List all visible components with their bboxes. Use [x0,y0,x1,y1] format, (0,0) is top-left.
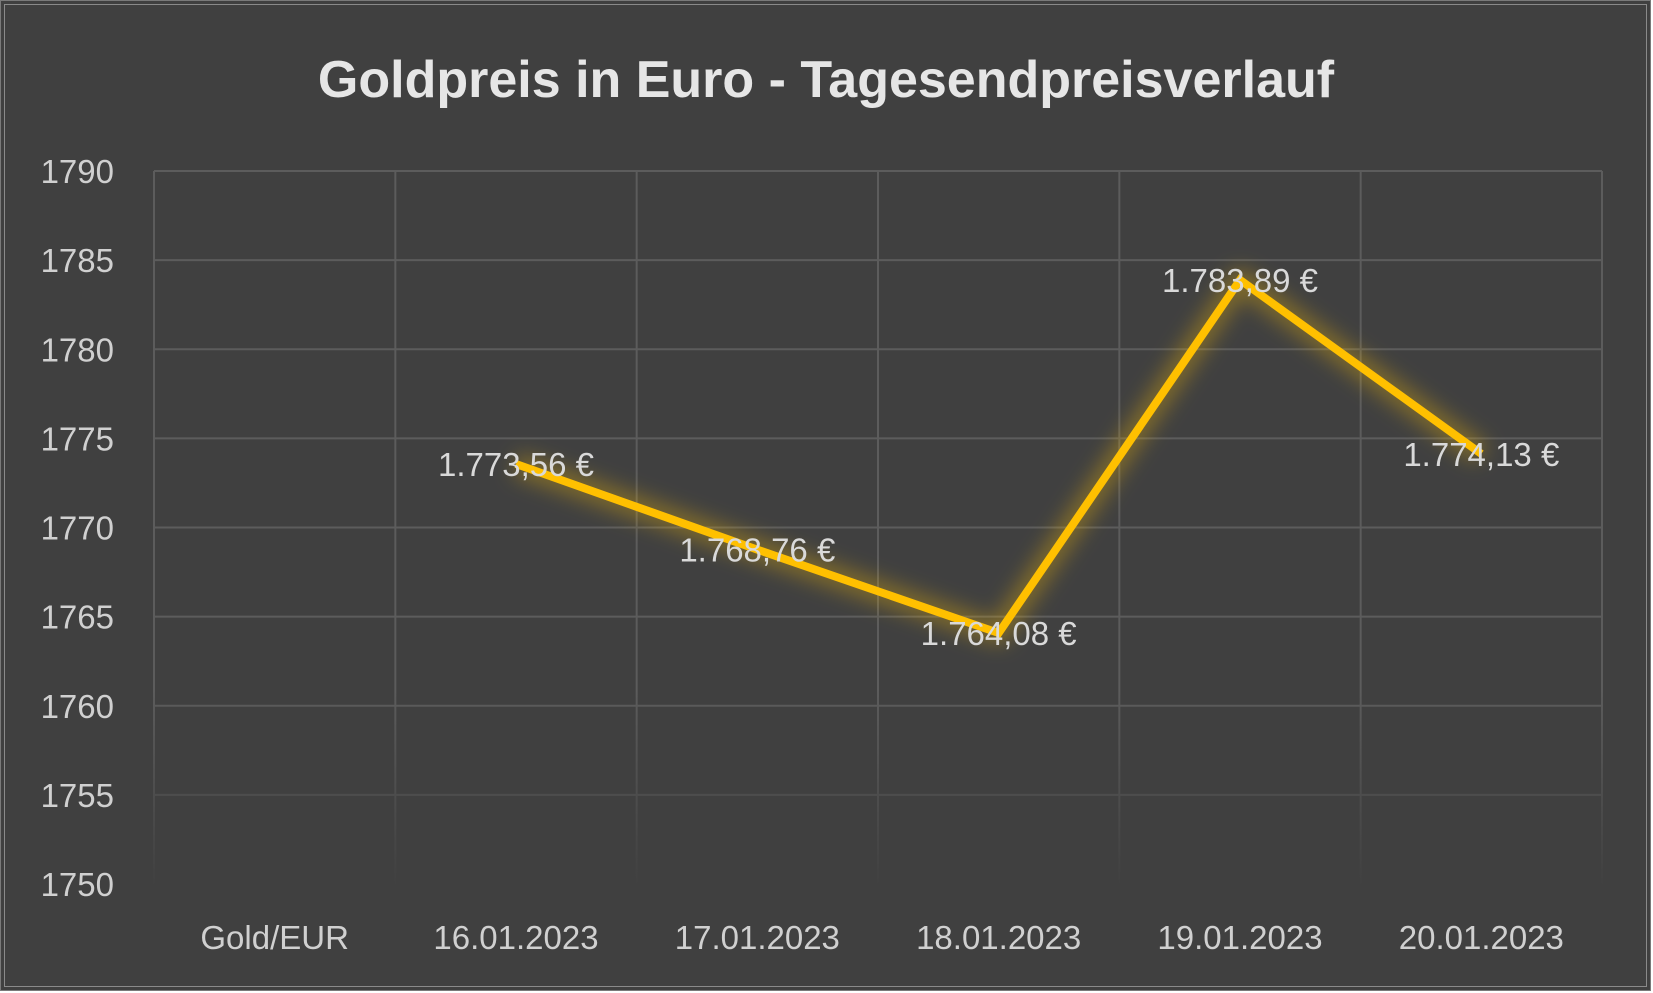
y-tick-label: 1775 [41,420,114,457]
chart-frame-border [4,4,1647,987]
x-tick-label: Gold/EUR [200,919,349,956]
series-line-glow [512,268,1488,644]
data-label: 1.764,08 € [921,615,1077,652]
data-label: 1.768,76 € [679,532,835,569]
x-axis: Gold/EUR 16.01.2023 17.01.2023 18.01.2023 19… [200,919,1564,956]
data-label: 1.773,56 € [438,446,594,483]
y-tick-label: 1750 [41,866,114,903]
data-labels: 1.773,56 € 1.768,76 € 1.764,08 € 1.783,89 €… [438,262,1559,652]
y-tick-label: 1770 [41,510,114,547]
y-tick-label: 1780 [41,331,114,368]
y-tick-label: 1785 [41,242,114,279]
x-tick-label: 17.01.2023 [675,919,840,956]
chart-title: Goldpreis in Euro - Tagesendpreisverlauf [318,51,1335,109]
y-tick-label: 1765 [41,599,114,636]
series-gold-eur [512,268,1488,644]
x-tick-label: 18.01.2023 [916,919,1081,956]
series-line [514,274,1484,638]
y-tick-label: 1760 [41,688,114,725]
y-tick-label: 1790 [41,153,114,190]
y-tick-label: 1755 [41,777,114,814]
x-tick-label: 19.01.2023 [1157,919,1322,956]
gridlines [152,170,1604,888]
x-tick-label: 20.01.2023 [1399,919,1564,956]
x-tick-label: 16.01.2023 [433,919,598,956]
data-label: 1.783,89 € [1162,262,1318,299]
data-label: 1.774,13 € [1403,436,1559,473]
grid-fade [152,687,1604,888]
y-axis: 1790 1785 1780 1775 1770 1765 1760 1755 1750 [41,153,114,903]
